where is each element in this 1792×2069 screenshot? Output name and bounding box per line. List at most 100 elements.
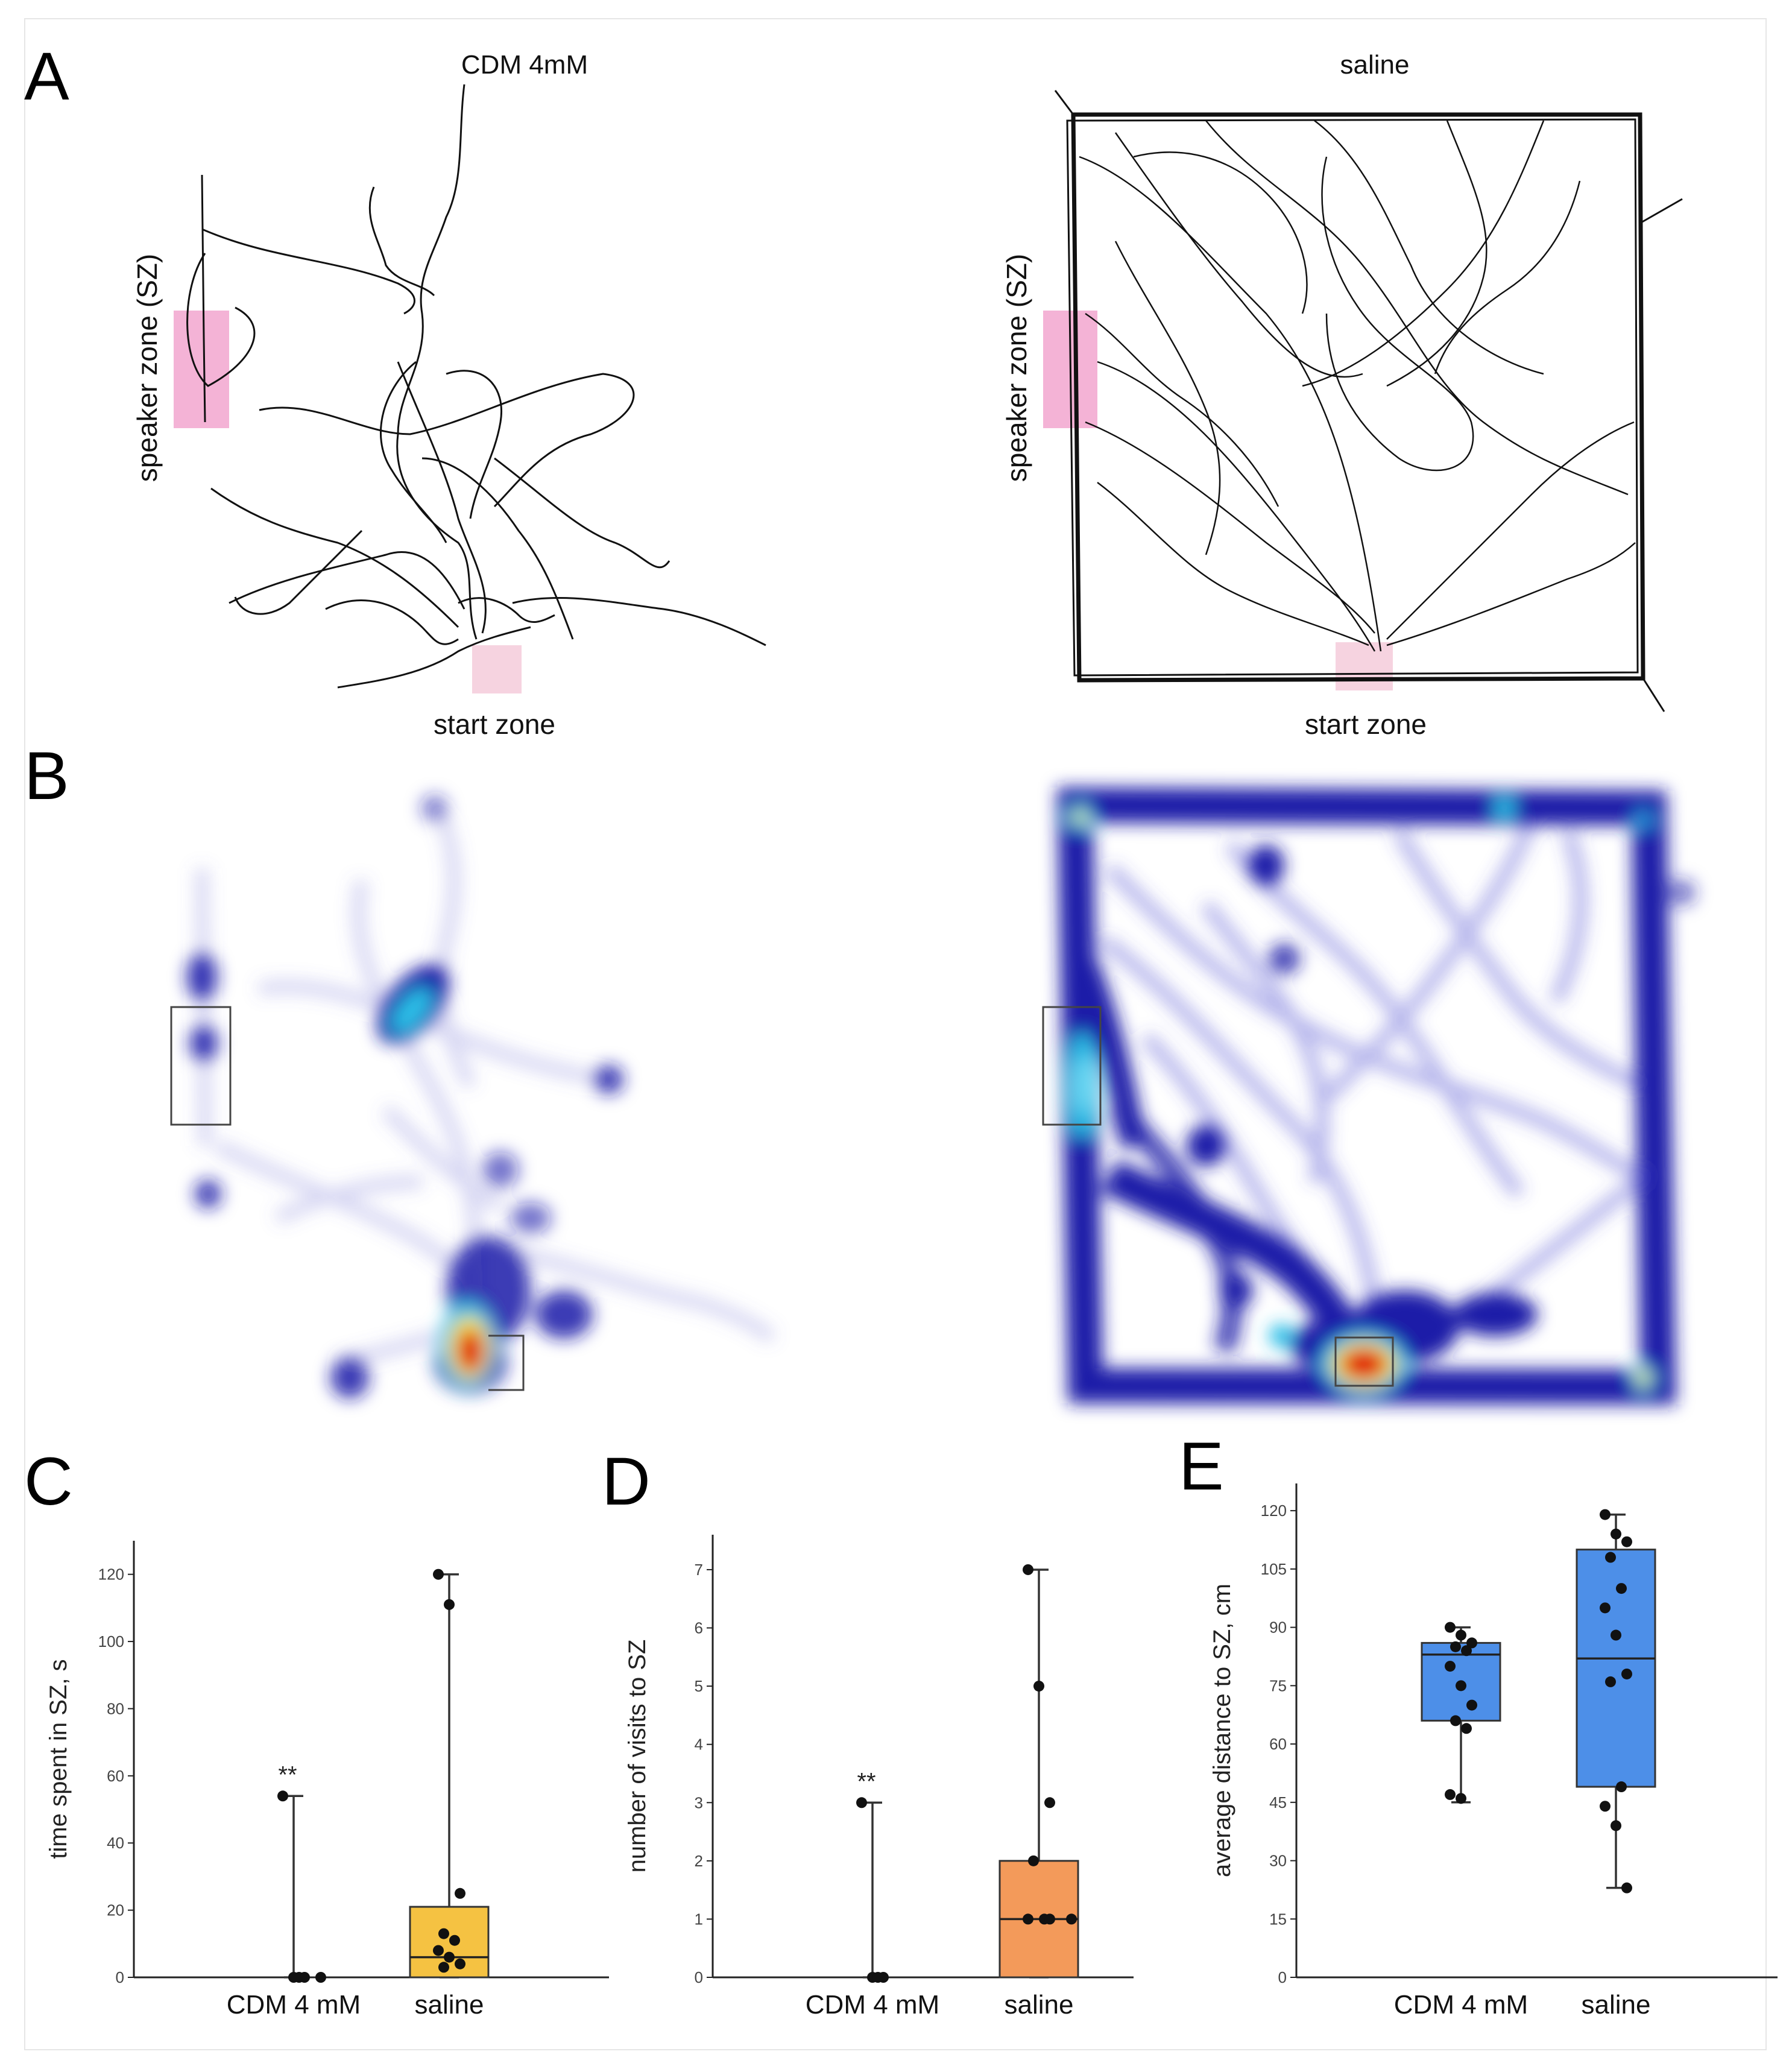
chart-d-y-tick-label: 4 — [695, 1736, 703, 1754]
chart-c-y-tick-label: 100 — [98, 1632, 124, 1650]
chart-d-data-point — [1066, 1913, 1077, 1925]
chart-c-data-point — [294, 1972, 304, 1983]
speaker-zone-box-left — [170, 1006, 232, 1126]
chart-d-data-point — [1023, 1913, 1033, 1925]
chart-e-data-point — [1466, 1637, 1477, 1649]
chart-c-y-tick-label: 60 — [107, 1767, 124, 1785]
chart-c-y-tick-label: 20 — [107, 1901, 124, 1919]
chart-d-data-point — [1023, 1564, 1033, 1575]
chart-c-data-point — [438, 1962, 449, 1973]
chart-d-y-tick-label: 0 — [695, 1968, 703, 1986]
chart-c-data-point — [315, 1972, 326, 1983]
chart-d-data-point — [1044, 1913, 1055, 1925]
chart-c-data-point — [433, 1945, 444, 1956]
heatmap-cdm — [186, 795, 777, 1398]
chart-c-y-tick-label: 0 — [116, 1968, 124, 1986]
panel-a-trajectories: CDM 4mM saline speaker zone (SZ) sta — [131, 50, 1683, 740]
chart-c-data-point — [433, 1568, 444, 1580]
chart-e-data-point — [1611, 1820, 1621, 1831]
chart-e-box — [1576, 1549, 1656, 1788]
trajectory-cdm — [186, 84, 766, 689]
speaker-zone-label-right: speaker zone (SZ) — [1001, 254, 1032, 482]
heatmap-saline — [1057, 787, 1696, 1405]
chart-c-data-point — [438, 1928, 449, 1939]
start-zone-right — [1336, 642, 1393, 690]
chart-d-data-point — [1028, 1855, 1039, 1866]
start-zone-label-right: start zone — [1305, 709, 1427, 740]
chart-e-data-point — [1456, 1680, 1466, 1692]
panel-a-right-title: saline — [1340, 50, 1410, 80]
chart-e-data-point — [1621, 1536, 1632, 1547]
chart-e-data-point — [1616, 1781, 1627, 1793]
chart-d-y-tick-label: 2 — [695, 1852, 703, 1870]
figure-frame — [24, 18, 1767, 2050]
chart-c-y-tick-label: 40 — [107, 1834, 124, 1852]
chart-e-distance-to-sz: 0 15 30 45 60 75 90 105 120 average distance to S… — [1209, 1483, 1778, 2020]
chart-c-data-point — [444, 1951, 455, 1963]
chart-e-data-point — [1456, 1793, 1466, 1804]
speaker-zone-left — [174, 311, 229, 428]
panel-label-a: A — [24, 39, 69, 114]
chart-c-y-axis-label: time spent in SZ, s — [45, 1659, 72, 1859]
chart-e-y-tick-label: 105 — [1261, 1560, 1287, 1578]
chart-e-data-point — [1600, 1509, 1611, 1520]
chart-d-data-point — [856, 1797, 867, 1808]
chart-e-y-tick-label: 45 — [1269, 1793, 1287, 1812]
chart-e-category-label: saline — [1582, 1990, 1651, 2020]
chart-e-data-point — [1445, 1789, 1456, 1800]
chart-d-y-tick-label: 5 — [695, 1677, 703, 1695]
chart-d-category-label: saline — [1005, 1990, 1074, 2020]
chart-c-data-point — [455, 1958, 465, 1969]
chart-c-y-tick-label: 80 — [107, 1699, 124, 1717]
chart-e-data-point — [1445, 1622, 1456, 1633]
chart-e-y-tick-label: 60 — [1269, 1735, 1287, 1753]
panel-a-left-title: CDM 4mM — [461, 50, 588, 80]
chart-e-data-point — [1611, 1629, 1621, 1641]
chart-d-y-axis-label: number of visits to SZ — [624, 1640, 651, 1873]
trajectory-saline-interior — [1079, 120, 1636, 652]
chart-e-data-point — [1466, 1699, 1477, 1711]
chart-d-y-tick-label: 7 — [695, 1561, 703, 1579]
chart-d-data-point — [872, 1972, 883, 1983]
speaker-zone-box-right — [1042, 1006, 1102, 1126]
start-zone-label-left: start zone — [434, 709, 555, 740]
chart-e-data-point — [1450, 1641, 1461, 1652]
panel-label-b: B — [24, 738, 69, 813]
trajectory-saline — [1054, 90, 1683, 712]
panel-b-heatmaps — [170, 787, 1696, 1405]
speaker-zone-label-left: speaker zone (SZ) — [131, 254, 163, 482]
start-zone-box-right — [1334, 1336, 1394, 1387]
chart-c-time-in-sz: 0 20 40 60 80 100 120 time spent in SZ, s CDM 4 … — [45, 1541, 609, 2020]
chart-e-data-point — [1616, 1583, 1627, 1594]
chart-c-data-point — [444, 1599, 455, 1610]
panel-label-e: E — [1179, 1429, 1224, 1504]
chart-d-y-tick-label: 6 — [695, 1619, 703, 1637]
chart-c-data-point — [277, 1790, 288, 1802]
chart-d-category-label: CDM 4 mM — [806, 1990, 939, 2020]
panel-label-d: D — [602, 1444, 651, 1519]
chart-e-data-point — [1450, 1715, 1461, 1726]
chart-e-data-point — [1461, 1645, 1472, 1657]
chart-e-y-tick-label: 120 — [1261, 1502, 1287, 1520]
panel-label-c: C — [24, 1444, 73, 1519]
chart-e-y-axis-label: average distance to SZ, cm — [1209, 1584, 1235, 1877]
chart-e-data-point — [1621, 1668, 1632, 1679]
chart-e-data-point — [1605, 1552, 1616, 1563]
chart-e-data-point — [1600, 1602, 1611, 1614]
chart-c-box — [409, 1906, 490, 1979]
chart-c-y-tick-label: 120 — [98, 1565, 124, 1584]
chart-c-category-label: CDM 4 mM — [227, 1990, 361, 2020]
chart-d-y-tick-label: 1 — [695, 1910, 703, 1928]
chart-e-data-point — [1611, 1528, 1621, 1540]
chart-c-data-point — [455, 1887, 465, 1899]
chart-c-category-label: saline — [415, 1990, 484, 2020]
chart-e-y-tick-label: 90 — [1269, 1619, 1287, 1637]
chart-e-category-label: CDM 4 mM — [1394, 1990, 1528, 2020]
chart-d-data-point — [1033, 1681, 1044, 1692]
chart-e-data-point — [1461, 1723, 1472, 1734]
chart-e-data-point — [1456, 1629, 1466, 1641]
chart-c-significance-marker: ** — [278, 1761, 297, 1788]
chart-d-visits-to-sz: 0 1 2 3 4 5 6 7 number of visits to SZ CDM 4 mM sa… — [624, 1535, 1134, 2020]
start-zone-left — [472, 645, 522, 693]
